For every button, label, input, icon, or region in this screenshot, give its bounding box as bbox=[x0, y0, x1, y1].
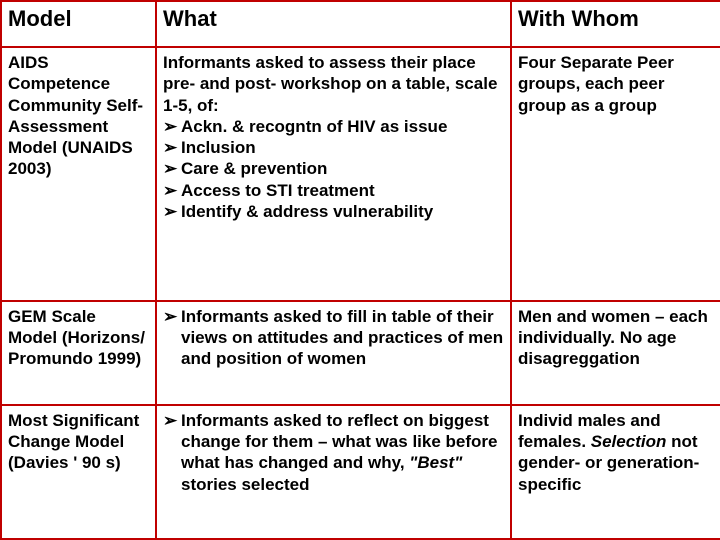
models-table: Model What With Whom AIDS Competence Com… bbox=[0, 0, 720, 540]
bullet-item: ➢Ackn. & recogntn of HIV as issue bbox=[163, 116, 504, 137]
cell-model: Most Significant Change Model (Davies ' … bbox=[1, 405, 156, 539]
bullet-item: ➢Access to STI treatment bbox=[163, 180, 504, 201]
cell-model: AIDS Competence Community Self-Assessmen… bbox=[1, 47, 156, 301]
cell-what: ➢Informants asked to reflect on biggest … bbox=[156, 405, 511, 539]
bullet-item: ➢Care & prevention bbox=[163, 158, 504, 179]
cell-whom: Men and women – each individually. No ag… bbox=[511, 301, 720, 405]
bullet-text-post: stories selected bbox=[181, 475, 310, 494]
bullet-text-italic: "Best" bbox=[409, 453, 462, 472]
bullet-icon: ➢ bbox=[163, 201, 181, 222]
bullet-icon: ➢ bbox=[163, 306, 181, 327]
bullet-item: ➢Informants asked to reflect on biggest … bbox=[163, 410, 504, 495]
header-row: Model What With Whom bbox=[1, 1, 720, 47]
cell-whom: Four Separate Peer groups, each peer gro… bbox=[511, 47, 720, 301]
bullet-item: ➢Informants asked to fill in table of th… bbox=[163, 306, 504, 370]
cell-model: GEM Scale Model (Horizons/ Promundo 1999… bbox=[1, 301, 156, 405]
cell-what: ➢Informants asked to fill in table of th… bbox=[156, 301, 511, 405]
what-intro: Informants asked to assess their place p… bbox=[163, 53, 497, 115]
bullet-icon: ➢ bbox=[163, 180, 181, 201]
bullet-item: ➢Identify & address vulnerability bbox=[163, 201, 504, 222]
header-whom: With Whom bbox=[511, 1, 720, 47]
bullet-icon: ➢ bbox=[163, 158, 181, 179]
bullet-text: Inclusion bbox=[181, 138, 256, 157]
header-model: Model bbox=[1, 1, 156, 47]
bullet-text: Access to STI treatment bbox=[181, 181, 375, 200]
table-row: AIDS Competence Community Self-Assessmen… bbox=[1, 47, 720, 301]
bullet-item: ➢Inclusion bbox=[163, 137, 504, 158]
bullet-icon: ➢ bbox=[163, 410, 181, 431]
bullet-text: Informants asked to fill in table of the… bbox=[181, 307, 503, 369]
whom-italic: Selection bbox=[591, 432, 667, 451]
bullet-icon: ➢ bbox=[163, 116, 181, 137]
cell-what: Informants asked to assess their place p… bbox=[156, 47, 511, 301]
cell-whom: Individ males and females. Selection not… bbox=[511, 405, 720, 539]
bullet-icon: ➢ bbox=[163, 137, 181, 158]
bullet-text: Care & prevention bbox=[181, 159, 327, 178]
bullet-text: Ackn. & recogntn of HIV as issue bbox=[181, 117, 447, 136]
header-what: What bbox=[156, 1, 511, 47]
table-row: GEM Scale Model (Horizons/ Promundo 1999… bbox=[1, 301, 720, 405]
table-row: Most Significant Change Model (Davies ' … bbox=[1, 405, 720, 539]
bullet-text: Identify & address vulnerability bbox=[181, 202, 433, 221]
